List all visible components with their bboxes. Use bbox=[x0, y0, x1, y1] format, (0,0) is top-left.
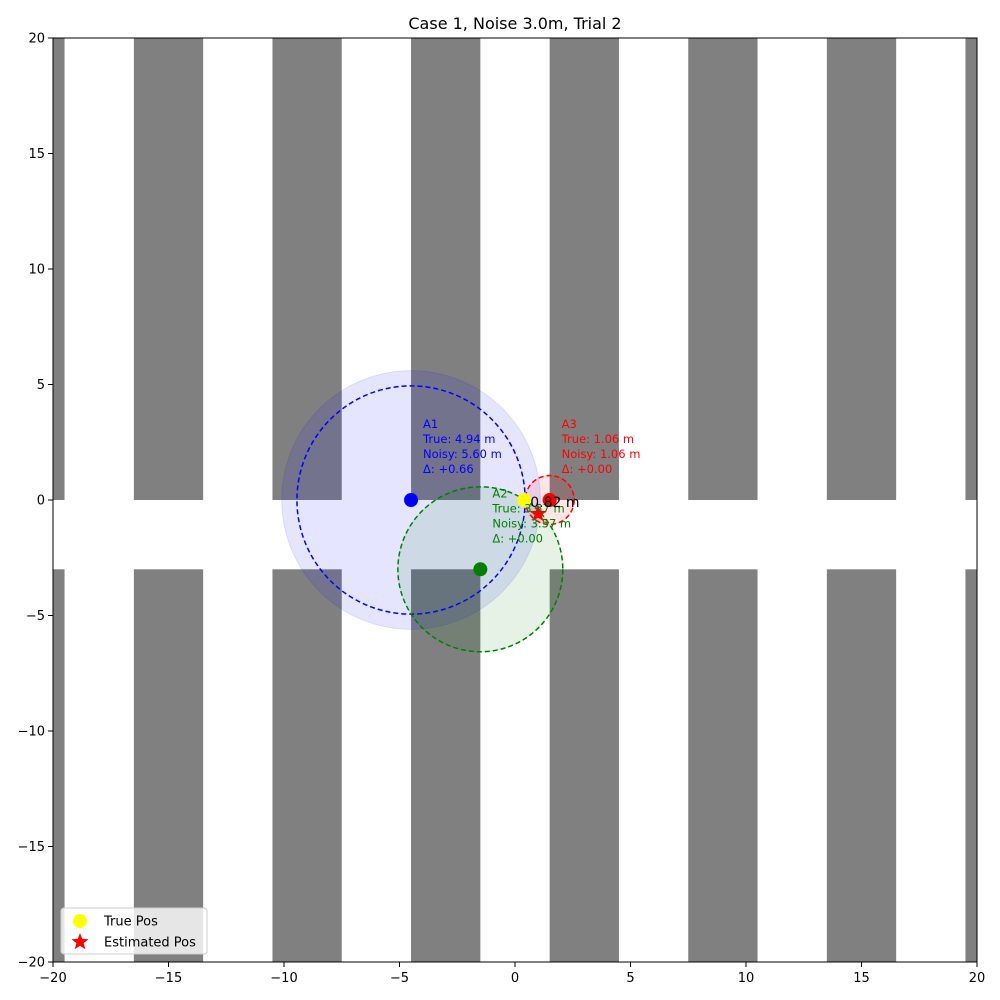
y-tick-label: 20 bbox=[28, 32, 45, 47]
lower-block bbox=[53, 569, 65, 962]
x-tick-label: 15 bbox=[853, 971, 870, 986]
anchor-annotation-line: Δ: +0.66 bbox=[423, 462, 474, 476]
x-tick-label: −5 bbox=[390, 971, 409, 986]
y-tick-label: 5 bbox=[37, 378, 45, 393]
anchor-annotation: A1 True: 4.94 m Noisy: 5.60 m Δ: +0.66 bbox=[422, 417, 502, 476]
lower-block bbox=[826, 569, 897, 962]
true-range-circle bbox=[397, 486, 564, 653]
anchor-annotation-line: Δ: +0.00 bbox=[562, 462, 613, 476]
anchor-annotation-line: True: 3.57 m bbox=[491, 501, 564, 515]
legend-label: Estimated Pos bbox=[104, 936, 196, 951]
x-tick-label: 5 bbox=[626, 971, 634, 986]
upper-block bbox=[133, 38, 204, 500]
anchor-annotation-line: Noisy: 1.06 m bbox=[562, 447, 641, 461]
lower-block bbox=[133, 569, 204, 962]
lower-block bbox=[549, 569, 619, 962]
anchor-marker bbox=[473, 562, 488, 577]
anchor-annotation-line: Noisy: 5.60 m bbox=[423, 447, 502, 461]
legend-star-marker bbox=[71, 933, 89, 950]
lower-block bbox=[965, 569, 977, 962]
x-tick-label: −20 bbox=[39, 971, 66, 986]
upper-block bbox=[549, 38, 619, 500]
y-tick-label: −10 bbox=[18, 725, 45, 740]
chart-title: Case 1, Noise 3.0m, Trial 2 bbox=[408, 14, 621, 33]
legend-box bbox=[60, 907, 208, 955]
y-tick-label: −20 bbox=[18, 956, 45, 971]
legend: True Pos Estimated Pos bbox=[60, 907, 208, 955]
anchor-annotation: A3 True: 1.06 m Noisy: 1.06 m Δ: +0.00 bbox=[561, 417, 641, 476]
anchor-annotation-line: Noisy: 3.57 m bbox=[492, 516, 571, 530]
anchor-annotation-line: True: 1.06 m bbox=[561, 432, 634, 446]
x-tick-label: 10 bbox=[738, 971, 755, 986]
x-tick-label: 20 bbox=[969, 971, 986, 986]
anchor-marker bbox=[404, 493, 419, 507]
true-position-marker bbox=[517, 493, 532, 507]
anchor-annotation-line: Δ: +0.00 bbox=[492, 531, 543, 545]
upper-block bbox=[411, 38, 481, 500]
estimated-position-marker bbox=[529, 504, 547, 522]
x-tick-label: 0 bbox=[511, 971, 519, 986]
y-tick-label: −5 bbox=[26, 609, 45, 624]
legend-label: True Pos bbox=[103, 915, 158, 930]
legend-circle-marker bbox=[73, 914, 87, 928]
anchor-annotation-line: A3 bbox=[562, 417, 577, 431]
y-tick-label: −15 bbox=[18, 840, 45, 855]
upper-block bbox=[826, 38, 897, 500]
error-distance-label: 0.82 m bbox=[530, 495, 579, 511]
anchor-annotation: A2 True: 3.57 m Noisy: 3.57 m Δ: +0.00 bbox=[491, 486, 571, 545]
upper-block bbox=[688, 38, 758, 500]
upper-block bbox=[272, 38, 342, 500]
x-tick-label: −10 bbox=[270, 971, 297, 986]
upper-block bbox=[53, 38, 65, 500]
x-tick-label: −15 bbox=[155, 971, 182, 986]
anchor-marker bbox=[542, 493, 557, 507]
upper-block bbox=[965, 38, 977, 500]
lower-block bbox=[688, 569, 758, 962]
y-tick-label: 0 bbox=[37, 494, 45, 509]
anchor-annotation-line: A1 bbox=[423, 417, 438, 431]
lower-block bbox=[411, 569, 481, 962]
y-tick-label: 10 bbox=[28, 263, 45, 278]
anchor-annotation-line: True: 4.94 m bbox=[422, 432, 495, 446]
anchor-annotation-line: A2 bbox=[492, 486, 507, 500]
y-tick-label: 15 bbox=[28, 147, 45, 162]
lower-block bbox=[272, 569, 342, 962]
